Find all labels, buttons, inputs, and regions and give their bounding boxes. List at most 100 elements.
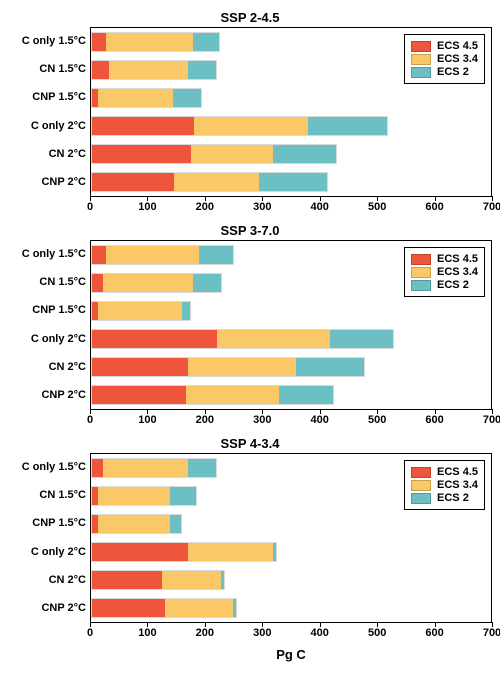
bar-segment-ecs34 (191, 145, 273, 163)
bar-segment-ecs2 (273, 543, 276, 561)
legend-label: ECS 4.5 (437, 466, 478, 478)
bar-segment-ecs34 (98, 487, 171, 505)
x-tick-label: 300 (253, 414, 271, 426)
stacked-bar (91, 385, 334, 405)
chart-area: C only 1.5°CCN 1.5°CCNP 1.5°CC only 2°CC… (8, 27, 492, 197)
bar-row (91, 510, 491, 538)
bar-segment-ecs34 (188, 543, 273, 561)
stacked-bar (91, 570, 225, 590)
bar-row (91, 566, 491, 594)
stacked-bar (91, 514, 182, 534)
bar-segment-ecs34 (98, 515, 171, 533)
legend-item: ECS 3.4 (411, 53, 478, 65)
x-tick-label: 600 (425, 201, 443, 213)
x-tick-label: 300 (253, 627, 271, 639)
bar-segment-ecs34 (165, 599, 233, 617)
legend-swatch (411, 267, 431, 278)
bar-row (91, 353, 491, 381)
bar-segment-ecs2 (273, 145, 335, 163)
bar-segment-ecs2 (170, 515, 181, 533)
x-tick-label: 0 (87, 627, 93, 639)
x-tick-label: 400 (311, 414, 329, 426)
stacked-bar (91, 273, 222, 293)
bar-segment-ecs45 (92, 330, 217, 348)
bar-segment-ecs45 (92, 33, 106, 51)
x-tick-label: 400 (311, 627, 329, 639)
legend-swatch (411, 480, 431, 491)
bar-row (91, 538, 491, 566)
stacked-bar (91, 458, 217, 478)
stacked-bar (91, 116, 388, 136)
legend-item: ECS 2 (411, 492, 478, 504)
bar-segment-ecs34 (106, 246, 199, 264)
bar-segment-ecs2 (170, 487, 195, 505)
bar-row (91, 140, 491, 168)
y-tick-label: CNP 2°C (8, 390, 86, 401)
bar-segment-ecs45 (92, 571, 162, 589)
bar-segment-ecs2 (173, 89, 201, 107)
legend-label: ECS 2 (437, 279, 469, 291)
legend: ECS 4.5ECS 3.4ECS 2 (404, 460, 485, 510)
legend-label: ECS 3.4 (437, 479, 478, 491)
bar-row (91, 112, 491, 140)
bar-segment-ecs34 (174, 173, 259, 191)
legend-item: ECS 4.5 (411, 253, 478, 265)
bar-segment-ecs45 (92, 145, 191, 163)
bar-segment-ecs2 (259, 173, 327, 191)
x-tick-label: 700 (483, 201, 500, 213)
bar-segment-ecs34 (162, 571, 221, 589)
bar-row (91, 325, 491, 353)
legend-swatch (411, 467, 431, 478)
y-tick-label: CNP 1.5°C (8, 92, 86, 103)
legend-swatch (411, 254, 431, 265)
y-tick-label: CNP 2°C (8, 177, 86, 188)
x-tick-label: 100 (138, 414, 156, 426)
panel-title: SSP 2-4.5 (8, 10, 492, 25)
bar-segment-ecs45 (92, 386, 186, 404)
bar-segment-ecs34 (194, 117, 308, 135)
bar-segment-ecs34 (186, 386, 280, 404)
plot-area: ECS 4.5ECS 3.4ECS 2 (90, 27, 492, 197)
bar-segment-ecs34 (103, 459, 187, 477)
chart-area: C only 1.5°CCN 1.5°CCNP 1.5°CC only 2°CC… (8, 240, 492, 410)
x-tick-label: 500 (368, 627, 386, 639)
bar-segment-ecs2 (330, 330, 392, 348)
legend-swatch (411, 493, 431, 504)
bar-segment-ecs2 (193, 274, 221, 292)
spacer (8, 623, 90, 641)
bar-segment-ecs45 (92, 543, 188, 561)
bar-row (91, 594, 491, 622)
stacked-bar (91, 144, 337, 164)
legend: ECS 4.5ECS 3.4ECS 2 (404, 247, 485, 297)
bar-segment-ecs2 (188, 459, 216, 477)
figure: SSP 2-4.5 C only 1.5°CCN 1.5°CCNP 1.5°CC … (8, 10, 492, 662)
x-tick-label: 700 (483, 414, 500, 426)
x-axis: 0100200300400500600700 (8, 623, 492, 641)
bar-segment-ecs34 (109, 61, 188, 79)
x-axis: 0100200300400500600700 (8, 197, 492, 215)
y-tick-label: CN 2°C (8, 362, 86, 373)
legend-label: ECS 2 (437, 66, 469, 78)
x-tick-label: 200 (196, 201, 214, 213)
x-tick-label: 100 (138, 201, 156, 213)
x-tick-label: 400 (311, 201, 329, 213)
plot-area: ECS 4.5ECS 3.4ECS 2 (90, 240, 492, 410)
bar-segment-ecs2 (193, 33, 218, 51)
y-tick-label: CNP 1.5°C (8, 518, 86, 529)
y-tick-label: C only 2°C (8, 547, 86, 558)
y-tick-label: C only 1.5°C (8, 462, 86, 473)
stacked-bar (91, 32, 220, 52)
bar-segment-ecs45 (92, 459, 103, 477)
x-tick-label: 500 (368, 201, 386, 213)
y-axis-labels: C only 1.5°CCN 1.5°CCNP 1.5°CC only 2°CC… (8, 453, 90, 623)
legend-label: ECS 2 (437, 492, 469, 504)
bar-segment-ecs2 (182, 302, 190, 320)
x-tick-label: 200 (196, 414, 214, 426)
y-tick-label: CNP 1.5°C (8, 305, 86, 316)
legend-item: ECS 4.5 (411, 40, 478, 52)
bar-segment-ecs45 (92, 599, 165, 617)
legend-item: ECS 4.5 (411, 466, 478, 478)
bar-row (91, 297, 491, 325)
legend-swatch (411, 41, 431, 52)
bar-segment-ecs34 (103, 274, 193, 292)
